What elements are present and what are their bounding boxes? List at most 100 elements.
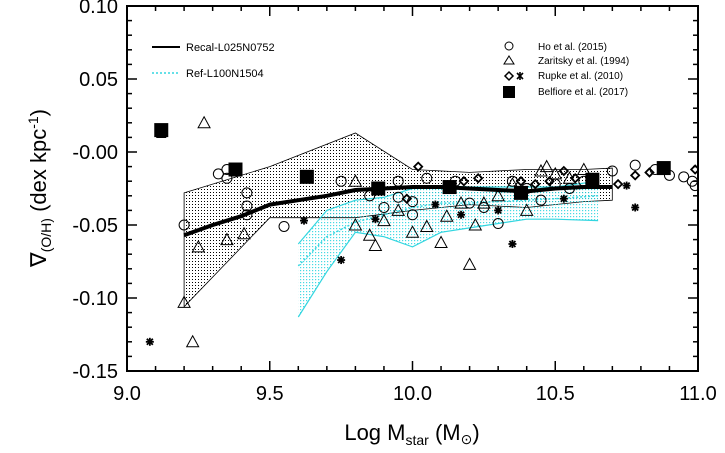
legend-rupke-label: Rupke et al. (2010)	[538, 71, 623, 82]
ho-2015-point	[478, 201, 490, 213]
zaritsky-1994-point	[348, 217, 363, 231]
belfiore-2017-point	[299, 169, 314, 184]
ho-2015-point	[241, 200, 253, 212]
legend-zaritsky-marker	[503, 55, 515, 65]
ho-2015-point	[606, 165, 618, 177]
zaritsky-1994-point	[505, 177, 520, 190]
rupke-2010-diamond	[629, 170, 641, 181]
ho-2015-point	[241, 187, 253, 199]
legend-ho-marker	[504, 41, 514, 51]
y-axis-title: ∇(O/H) (dex kpc-1)	[25, 109, 54, 268]
y-tick-label: -0.15	[72, 361, 118, 383]
zaritsky-1994-point	[434, 235, 448, 249]
zaritsky-1994-point	[539, 159, 554, 173]
rupke-2010-star	[457, 210, 466, 219]
legend-rupke-diamond	[503, 70, 515, 82]
rupke-2010-star	[494, 206, 503, 215]
legend-ho-label: Ho et al. (2015)	[538, 42, 607, 53]
zaritsky-1994-point	[454, 196, 468, 209]
rupke-2010-diamond	[472, 173, 484, 184]
legend-belfiore-label: Belfiore et al. (2017)	[538, 87, 628, 98]
zaritsky-1994-point	[462, 257, 477, 270]
legend-belfiore-marker	[503, 86, 515, 98]
rupke-2010-star	[631, 203, 640, 212]
ho-2015-point	[278, 220, 290, 232]
y-tick-label: 0.10	[79, 0, 118, 18]
ho-2015-point	[364, 190, 376, 202]
legend-markers: Ho et al. (2015) Zaritsky et al. (1994) …	[503, 41, 629, 98]
zaritsky-1994-point	[185, 334, 200, 348]
rupke-2010-diamond	[689, 164, 698, 175]
ho-2015-point	[335, 175, 347, 187]
rupke-2010-star	[508, 239, 517, 248]
rupke-2010-star	[431, 200, 440, 209]
rupke-2010-diamond	[544, 175, 555, 187]
rupke-2010-diamond	[569, 173, 581, 184]
rupke-2010-diamond	[612, 178, 624, 190]
belfiore-2017-point	[656, 161, 671, 176]
zaritsky-1994-point	[348, 174, 363, 187]
rupke-2010-diamond	[644, 167, 655, 178]
zaritsky-1994-point	[405, 225, 420, 238]
ho-2015-point	[629, 159, 641, 171]
rupke-2010-star	[145, 337, 154, 346]
rupke-2010-diamond	[401, 193, 413, 204]
legend-recal-label: Recal-L025N0752	[186, 42, 275, 54]
belfiore-2017-point	[513, 185, 528, 200]
ho-2015-point	[535, 194, 547, 206]
ho-2015-point	[212, 168, 224, 180]
rupke-2010-diamond	[458, 175, 470, 187]
zaritsky-1994-point	[220, 232, 234, 246]
zaritsky-1994-point	[576, 162, 591, 176]
rupke-2010-diamond	[558, 165, 570, 177]
x-tick-label: 9.0	[113, 383, 141, 405]
legend-ref-label: Ref-L100N1504	[186, 68, 264, 80]
belfiore-2017-point	[371, 181, 386, 196]
ho-2015-point	[241, 209, 253, 221]
ho-2015-point	[421, 172, 433, 184]
zaritsky-1994-point	[439, 209, 454, 222]
belfiore-2017-point	[228, 162, 243, 177]
ho-2015-point	[378, 201, 390, 213]
x-tick-label: 11.0	[679, 383, 716, 405]
x-tick-label: 9.5	[256, 383, 284, 405]
rupke-2010-star	[300, 216, 309, 225]
zaritsky-1994-point	[177, 295, 191, 308]
ho-2015-point	[392, 175, 404, 187]
zaritsky-1994-point	[534, 163, 548, 177]
x-tick-label: 10.5	[536, 383, 575, 405]
legend-rupke-x	[516, 72, 524, 80]
ho-2015-point	[407, 209, 418, 221]
ho-2015-point	[178, 219, 190, 231]
rupke-2010-star	[337, 256, 346, 265]
ho-2015-point	[678, 171, 690, 183]
rupke-2010-diamond	[515, 175, 527, 187]
zaritsky-1994-point	[519, 203, 534, 216]
rupke-2010-star	[559, 194, 568, 203]
zaritsky-1994-point	[362, 228, 377, 241]
legend-lines: Recal-L025N0752 Ref-L100N1504	[152, 42, 275, 80]
y-tick-label: 0.05	[79, 69, 118, 91]
belfiore-2017-point	[585, 172, 600, 187]
y-tick-label: -0.10	[72, 288, 118, 310]
zaritsky-1994-point	[468, 217, 483, 231]
zaritsky-1994-point	[491, 188, 505, 202]
zaritsky-1994-point	[419, 219, 434, 232]
y-tick-label: -0.05	[72, 215, 118, 237]
zaritsky-1994-point	[237, 226, 251, 240]
zaritsky-1994-point	[377, 213, 391, 227]
zaritsky-1994-point	[391, 203, 406, 216]
zaritsky-1994-point	[368, 238, 383, 251]
ref-lower-line	[297, 218, 599, 318]
rupke-2010-star	[622, 181, 631, 190]
legend-zaritsky-label: Zaritsky et al. (1994)	[538, 56, 629, 67]
zaritsky-1994-point	[548, 166, 563, 180]
x-axis-title: Log Mstar (M⊙)	[344, 420, 479, 448]
belfiore-2017-point	[154, 123, 169, 138]
belfiore-2017-point	[442, 180, 457, 195]
zaritsky-1994-point	[197, 115, 211, 129]
rupke-2010-diamond	[529, 178, 541, 190]
rupke-2010-star	[371, 215, 380, 224]
ho-2015-point	[492, 218, 504, 230]
